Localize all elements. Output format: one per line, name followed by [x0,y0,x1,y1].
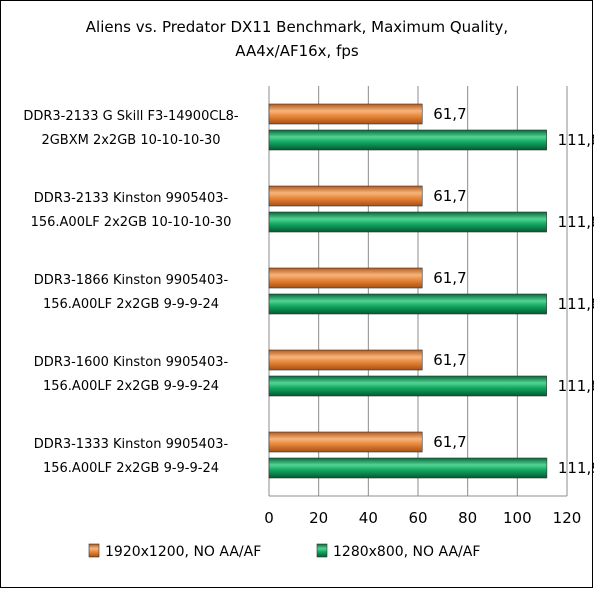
category-label: DDR3-1866 Kinston 9905403- [34,273,229,288]
bar-series0-cat2 [268,267,423,289]
data-label: 111,8 [558,295,594,313]
data-label: 111,8 [558,377,594,395]
chart-title: Aliens vs. Predator DX11 Benchmark, Maxi… [86,18,508,60]
legend-swatch-1 [316,543,328,558]
category-label: 2GBXM 2x2GB 10-10-10-30 [41,133,220,148]
bar-series0-cat0 [268,103,423,125]
data-label: 61,7 [433,433,466,451]
data-label: 61,7 [433,187,466,205]
bar-series1-cat0 [268,129,547,151]
chart-title-line: AA4x/AF16x, fps [235,42,359,60]
x-tick-label: 60 [408,509,427,527]
gridlines [268,86,568,497]
x-tick-label: 80 [458,509,477,527]
data-label: 111,9 [558,459,594,477]
category-label: DDR3-1333 Kinston 9905403- [34,437,229,452]
bar-series0-cat3 [268,349,423,371]
bar-series0-cat1 [268,185,423,207]
bar-series1-cat4 [268,457,548,479]
legend-label: 1280x800, NO AA/AF [333,544,480,560]
bar-series1-cat3 [268,375,547,397]
data-label: 61,7 [433,105,466,123]
category-label: 156.A00LF 2x2GB 10-10-10-30 [31,215,232,230]
category-label: 156.A00LF 2x2GB 9-9-9-24 [43,461,219,476]
bar-series1-cat2 [268,293,547,315]
category-label: 156.A00LF 2x2GB 9-9-9-24 [43,297,219,312]
x-tick-label: 0 [264,509,274,527]
category-label: DDR3-1600 Kinston 9905403- [34,355,229,370]
x-tick-label: 120 [553,509,582,527]
x-tick-labels: 0 20 40 60 80 100 120 [264,509,581,527]
x-tick-label: 100 [503,509,532,527]
category-label: DDR3-2133 Kinston 9905403- [34,191,229,206]
legend-swatch-0 [88,543,100,558]
chart-title-line: Aliens vs. Predator DX11 Benchmark, Maxi… [86,18,508,36]
data-label: 111,8 [558,131,594,149]
x-tick-label: 40 [359,509,378,527]
legend-label: 1920x1200, NO AA/AF [105,544,261,560]
legend: 1920x1200, NO AA/AF 1280x800, NO AA/AF [88,543,480,560]
bar-series1-cat1 [268,211,547,233]
category-label: DDR3-2133 G Skill F3-14900CL8- [23,109,239,124]
data-label: 61,7 [433,351,466,369]
x-tick-label: 20 [309,509,328,527]
data-label: 111,8 [558,213,594,231]
category-label: 156.A00LF 2x2GB 9-9-9-24 [43,379,219,394]
bars: 61,7 111,8 61,7 111,8 61,7 111,8 61,7 111,8 61,7… [268,103,594,479]
bar-series0-cat4 [268,431,423,453]
data-label: 61,7 [433,269,466,287]
category-labels: DDR3-2133 G Skill F3-14900CL8- 2GBXM 2x2G… [23,109,239,476]
